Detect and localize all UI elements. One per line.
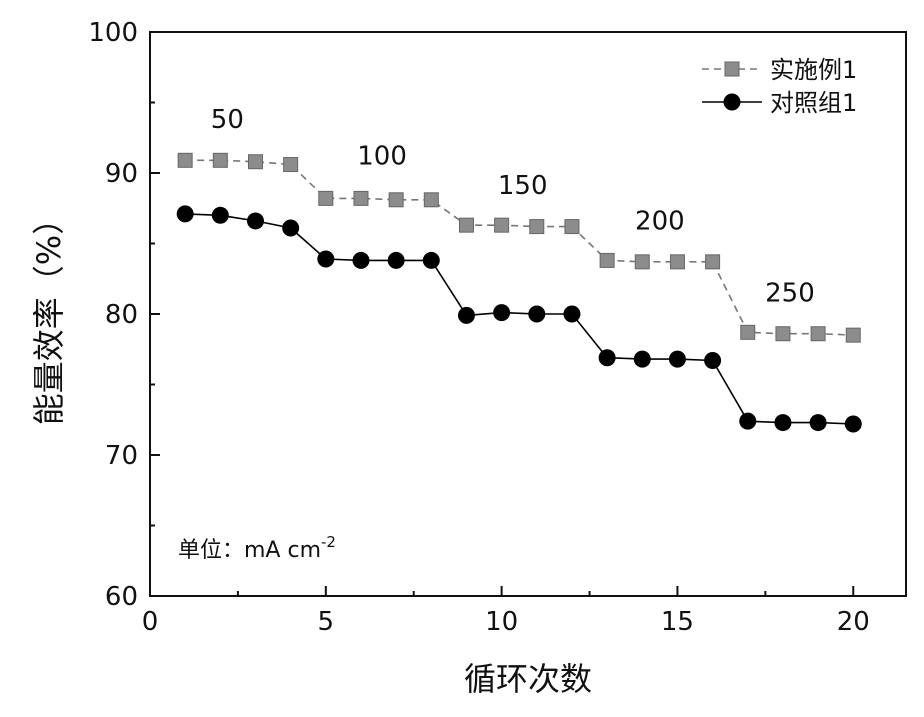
y-tick-label: 90 — [105, 159, 138, 189]
x-tick-label: 5 — [318, 607, 335, 637]
data-point — [634, 254, 650, 270]
data-point — [493, 304, 511, 322]
data-point — [845, 327, 861, 343]
axis-tick-labels: 0 5 10 15 20 60 70 80 90 100 — [88, 18, 869, 637]
legend-marker — [723, 93, 741, 111]
current-density-label: 100 — [357, 142, 407, 172]
data-point — [705, 254, 721, 270]
y-tick-label: 100 — [88, 18, 138, 48]
current-density-label: 200 — [635, 206, 685, 236]
data-point — [598, 349, 616, 367]
y-tick-label: 60 — [105, 582, 138, 612]
data-point — [458, 217, 474, 233]
data-point — [212, 152, 228, 168]
data-point — [352, 251, 370, 269]
data-point — [494, 217, 510, 233]
x-axis-title: 循环次数 — [464, 660, 592, 698]
series-2 — [176, 205, 862, 433]
data-point — [211, 206, 229, 224]
legend-marker — [724, 61, 740, 77]
data-point — [388, 192, 404, 208]
data-point — [809, 414, 827, 432]
x-tick-label: 15 — [661, 607, 694, 637]
legend-label: 实施例1 — [770, 56, 857, 84]
data-point — [457, 306, 475, 324]
x-tick-label: 20 — [837, 607, 870, 637]
data-point — [282, 219, 300, 237]
data-point — [387, 251, 405, 269]
data-point — [774, 414, 792, 432]
unit-note: 单位：mA cm-2 — [178, 533, 336, 563]
data-point — [422, 251, 440, 269]
data-point — [423, 192, 439, 208]
current-density-label: 50 — [211, 105, 244, 135]
data-point — [176, 205, 194, 223]
data-point — [669, 254, 685, 270]
data-point — [247, 154, 263, 170]
series-1 — [177, 152, 861, 343]
axis-ticks — [149, 31, 855, 597]
data-point — [283, 157, 299, 173]
x-tick-label: 10 — [485, 607, 518, 637]
data-point — [844, 415, 862, 433]
data-point — [704, 352, 722, 370]
data-point — [528, 305, 546, 323]
legend-entry: 对照组1 — [702, 89, 857, 117]
data-point — [318, 190, 334, 206]
data-point — [633, 350, 651, 368]
y-tick-label: 70 — [105, 441, 138, 471]
data-point — [599, 252, 615, 268]
data-point — [668, 350, 686, 368]
y-tick-label: 80 — [105, 300, 138, 330]
data-point — [177, 152, 193, 168]
data-point — [529, 219, 545, 235]
y-axis-title: 能量效率（%） — [30, 203, 68, 425]
data-point — [564, 219, 580, 235]
data-point — [810, 326, 826, 342]
legend: 实施例1 对照组1 — [702, 56, 857, 117]
current-density-label: 250 — [765, 278, 815, 308]
data-point — [740, 324, 756, 340]
data-point — [317, 250, 335, 268]
annotations: 50 100 150 200 250 — [211, 105, 815, 308]
x-tick-label: 0 — [142, 607, 159, 637]
data-point — [775, 326, 791, 342]
series-line — [185, 213, 854, 425]
data-point — [246, 212, 264, 230]
series-layer — [176, 152, 862, 433]
data-point — [739, 412, 757, 430]
legend-entry: 实施例1 — [702, 56, 857, 84]
data-point — [353, 190, 369, 206]
data-point — [563, 305, 581, 323]
legend-label: 对照组1 — [770, 89, 857, 117]
current-density-label: 150 — [498, 171, 548, 201]
